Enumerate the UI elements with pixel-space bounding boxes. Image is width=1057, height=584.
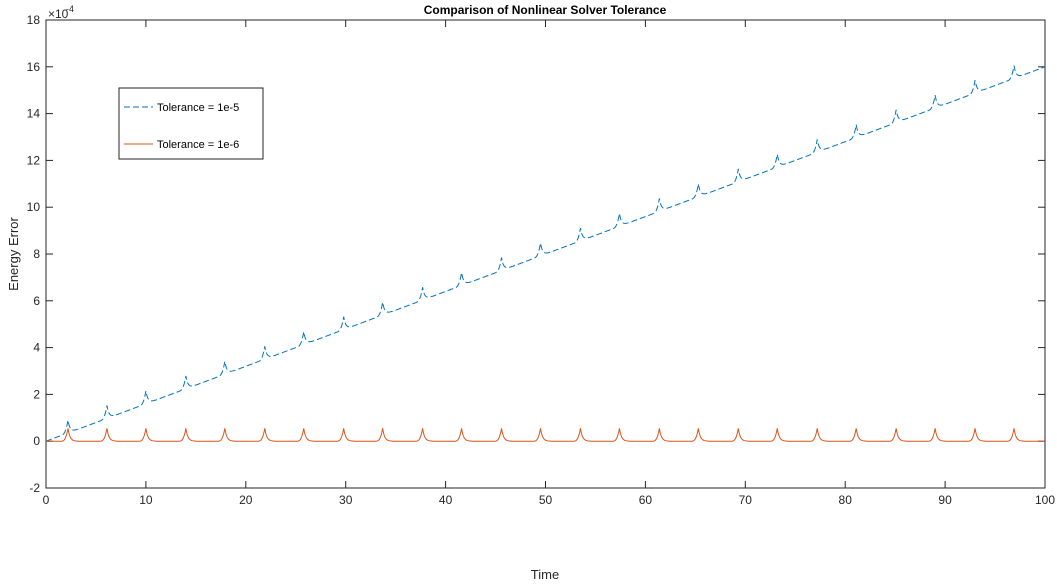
y-axis-label: Energy Error — [6, 216, 21, 290]
y-tick-label: 6 — [33, 294, 40, 308]
y-tick-label: 18 — [27, 13, 41, 27]
y-axis-exponent-base: ×10 — [48, 7, 69, 21]
y-tick-label: 14 — [27, 107, 41, 121]
y-tick-label: 4 — [33, 341, 40, 355]
y-tick-label: 16 — [27, 60, 41, 74]
y-axis-exponent-power: -4 — [66, 4, 74, 14]
y-tick-label: 8 — [33, 247, 40, 261]
y-tick-label: 12 — [27, 153, 41, 167]
legend-label-tolerance-1e-6: Tolerance = 1e-6 — [157, 139, 239, 151]
x-tick-label: 60 — [639, 493, 653, 507]
legend-label-tolerance-1e-5: Tolerance = 1e-5 — [157, 102, 239, 114]
legend-box — [118, 87, 264, 160]
x-tick-label: 10 — [139, 493, 153, 507]
y-tick-label: 0 — [33, 434, 40, 448]
legend: Tolerance = 1e-5 Tolerance = 1e-6 — [118, 87, 264, 160]
x-tick-label: 80 — [839, 493, 853, 507]
y-tick-label: -2 — [29, 481, 40, 495]
chart-title: Comparison of Nonlinear Solver Tolerance — [424, 3, 667, 17]
series-layer — [45, 65, 1046, 442]
y-axis: -2 0 2 4 6 8 10 12 14 16 18 — [27, 13, 1045, 495]
x-tick-label: 20 — [239, 493, 253, 507]
x-axis: 0 10 20 30 40 50 60 70 80 90 100 — [43, 20, 1055, 507]
x-tick-label: 30 — [339, 493, 353, 507]
x-tick-label: 50 — [539, 493, 553, 507]
y-axis-exponent: ×10 -4 — [48, 4, 74, 21]
x-tick-label: 100 — [1035, 493, 1055, 507]
x-tick-label: 90 — [938, 493, 952, 507]
x-tick-label: 40 — [439, 493, 453, 507]
x-tick-label: 0 — [43, 493, 50, 507]
x-axis-label: Time — [531, 567, 559, 582]
x-tick-label: 70 — [739, 493, 753, 507]
series-line-tolerance-1e-6 — [46, 428, 1045, 442]
y-tick-label: 2 — [33, 387, 40, 401]
series-line-tolerance-1e-5 — [45, 65, 1046, 442]
y-tick-label: 10 — [27, 200, 41, 214]
